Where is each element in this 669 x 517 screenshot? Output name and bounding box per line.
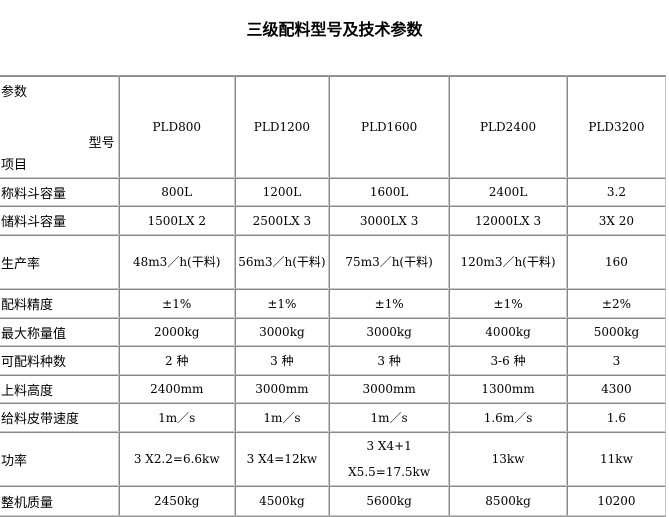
value-cell: 1m／s — [118, 403, 235, 432]
value-cell: 12000LX 3 — [449, 206, 567, 235]
value-cell: 56m3／h(干料) — [234, 235, 330, 289]
value-cell: 1600L — [329, 178, 450, 206]
row-label: 最大称量值 — [0, 318, 119, 346]
row-label: 储料斗容量 — [0, 206, 119, 235]
value-cell: 8500kg — [449, 486, 567, 516]
value-cell: 5600kg — [329, 486, 450, 516]
value-cell: 3000kg — [234, 318, 330, 346]
value-cell: 3 X4=12kw — [234, 432, 330, 486]
value-cell: 3.2 — [566, 178, 666, 206]
model-header: PLD1200 — [234, 76, 330, 178]
value-cell: 3X 20 — [566, 206, 666, 235]
value-cell: 1500LX 2 — [118, 206, 235, 235]
value-cell: 3 — [566, 346, 666, 375]
item-label: 项目 — [1, 158, 28, 173]
table-row: 配料精度 ±1% ±1% ±1% ±1% ±2% — [0, 289, 666, 318]
value-cell: 3 X2.2=6.6kw — [118, 432, 235, 486]
table-row: 功率 3 X2.2=6.6kw 3 X4=12kw 3 X4+1 X5.5=17.5k… — [0, 432, 666, 486]
table-row: 生产率 48m3／h(干料) 56m3／h(干料) 75m3／h(干料) 120m3／h… — [0, 235, 666, 289]
row-label: 称料斗容量 — [0, 178, 119, 206]
value-cell: 5000kg — [566, 318, 666, 346]
value-cell: 3 种 — [234, 346, 330, 375]
header-row: 参数 型号 项目 PLD800 PLD1200 PLD1600 PLD2400 … — [0, 76, 666, 178]
value-cell: 160 — [566, 235, 666, 289]
value-cell: ±2% — [566, 289, 666, 318]
model-header: PLD800 — [118, 76, 235, 178]
value-cell: 2000kg — [118, 318, 235, 346]
table-row: 称料斗容量 800L 1200L 1600L 2400L 3.2 — [0, 178, 666, 206]
value-cell: 3000mm — [234, 375, 330, 403]
value-cell: 3000mm — [329, 375, 450, 403]
table-row: 给料皮带速度 1m／s 1m／s 1m／s 1.6m／s 1.6 — [0, 403, 666, 432]
value-cell: 1m／s — [234, 403, 330, 432]
table-row: 最大称量值 2000kg 3000kg 3000kg 4000kg 5000kg — [0, 318, 666, 346]
value-cell: 4500kg — [234, 486, 330, 516]
value-cell: 48m3／h(干料) — [118, 235, 235, 289]
value-cell: ±1% — [449, 289, 567, 318]
row-label: 生产率 — [0, 235, 119, 289]
row-label: 给料皮带速度 — [0, 403, 119, 432]
model-header: PLD2400 — [449, 76, 567, 178]
value-cell: 1300mm — [449, 375, 567, 403]
value-cell: ±1% — [329, 289, 450, 318]
table-row: 上料高度 2400mm 3000mm 3000mm 1300mm 4300 — [0, 375, 666, 403]
spec-table: 参数 型号 项目 PLD800 PLD1200 PLD1600 PLD2400 … — [0, 75, 666, 517]
value-cell: 11kw — [566, 432, 666, 486]
value-cell: 1.6 — [566, 403, 666, 432]
model-header: PLD1600 — [329, 76, 450, 178]
value-cell: 120m3／h(干料) — [449, 235, 567, 289]
value-cell: 800L — [118, 178, 235, 206]
value-cell: ±1% — [234, 289, 330, 318]
row-label: 整机质量 — [0, 486, 119, 516]
row-label: 可配料种数 — [0, 346, 119, 375]
value-cell: 4300 — [566, 375, 666, 403]
value-cell: ±1% — [118, 289, 235, 318]
value-cell: 1200L — [234, 178, 330, 206]
model-header: PLD3200 — [566, 76, 666, 178]
value-cell: 2450kg — [118, 486, 235, 516]
value-cell: 1.6m／s — [449, 403, 567, 432]
value-cell: 13kw — [449, 432, 567, 486]
row-label: 配料精度 — [0, 289, 119, 318]
value-cell: 2400mm — [118, 375, 235, 403]
param-label: 参数 — [1, 85, 28, 100]
value-cell: 4000kg — [449, 318, 567, 346]
value-cell: 2400L — [449, 178, 567, 206]
value-cell: 75m3／h(干料) — [329, 235, 450, 289]
page-title: 三级配料型号及技术参数 — [246, 20, 423, 39]
value-cell: 10200 — [566, 486, 666, 516]
row-label: 上料高度 — [0, 375, 119, 403]
table-row: 整机质量 2450kg 4500kg 5600kg 8500kg 10200 — [0, 486, 666, 516]
value-cell: 3 种 — [329, 346, 450, 375]
value-cell: 2 种 — [118, 346, 235, 375]
value-cell: 3000LX 3 — [329, 206, 450, 235]
value-cell: 3 X4+1 X5.5=17.5kw — [329, 432, 450, 486]
model-label: 型号 — [88, 136, 115, 151]
value-cell: 1m／s — [329, 403, 450, 432]
value-cell: 3000kg — [329, 318, 450, 346]
table-row: 储料斗容量 1500LX 2 2500LX 3 3000LX 3 12000LX 3 3X… — [0, 206, 666, 235]
value-cell: 3-6 种 — [449, 346, 567, 375]
corner-header-cell: 参数 型号 项目 — [0, 76, 119, 178]
value-cell: 2500LX 3 — [234, 206, 330, 235]
row-label: 功率 — [0, 432, 119, 486]
